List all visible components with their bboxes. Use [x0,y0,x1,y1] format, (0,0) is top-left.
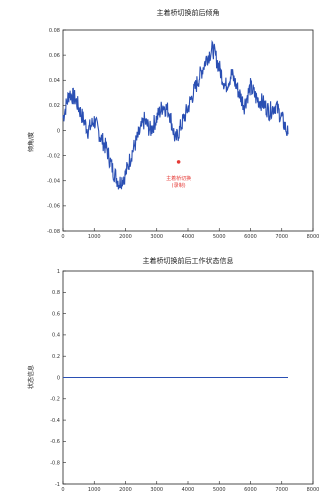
x-tick-label: 1000 [88,234,101,240]
y-axis-label: 倾角/度 [27,132,35,152]
y-tick-label: 0 [57,128,60,134]
y-tick-label: 0.02 [49,103,60,109]
chart-title: 主着桥切换前后工作状态信息 [143,256,234,265]
x-tick-label: 2000 [119,487,132,493]
annotation-marker [176,160,181,164]
y-tick-label: -0.04 [47,179,60,185]
y-axis-label: 状态信息 [27,365,35,389]
x-tick-label: 7000 [275,234,288,240]
y-tick-label: -1 [55,482,60,488]
x-tick-label: 0 [61,487,64,493]
y-tick-label: 1 [57,269,60,275]
x-tick-label: 4000 [182,234,195,240]
annotation-label-secondary: (录制) [172,182,186,189]
y-tick-label: 0.4 [52,333,60,339]
x-tick-label: 1000 [88,487,101,493]
y-tick-label: 0.8 [52,290,60,296]
y-tick-label: -0.8 [50,461,60,467]
y-tick-label: -0.02 [47,153,60,159]
chart-tilt-angle: 主着桥切换前后倾角 倾角/度 0 1000 2000 3000 4000 5000 6000… [27,8,319,240]
chart-status-info: 主着桥切换前后工作状态信息 状态信息 0 1000 2000 3000 4000 5000… [27,256,319,493]
x-tick-label: 8000 [307,234,320,240]
series-line [62,39,289,190]
x-tick-label: 4000 [182,487,195,493]
x-tick-label: 6000 [244,234,257,240]
x-tick-label: 5000 [213,487,226,493]
y-tick-label: 0.04 [49,78,60,84]
y-tick-label: -0.06 [47,204,60,210]
y-tick-label: -0.4 [50,418,60,424]
chart-title: 主着桥切换前后倾角 [157,8,220,17]
y-tick-label: -0.2 [50,397,60,403]
y-tick-label: 0.06 [49,53,60,59]
y-tick-label: 0.08 [49,28,60,34]
x-tick-label: 6000 [244,487,257,493]
x-tick-label: 0 [61,234,64,240]
annotation-label: 主着桥切换 [166,175,191,182]
y-tick-label: 0 [57,375,60,381]
x-tick-label: 5000 [213,234,226,240]
x-tick-label: 2000 [119,234,132,240]
plot-frame [62,29,314,232]
x-tick-label: 3000 [150,487,163,493]
y-tick-label: -0.08 [47,229,60,235]
x-tick-label: 3000 [150,234,163,240]
y-tick-label: -0.6 [50,439,60,445]
y-tick-label: 0.2 [52,354,60,360]
x-tick-label: 8000 [307,487,320,493]
y-tick-label: 0.6 [52,311,60,317]
x-tick-label: 7000 [275,487,288,493]
